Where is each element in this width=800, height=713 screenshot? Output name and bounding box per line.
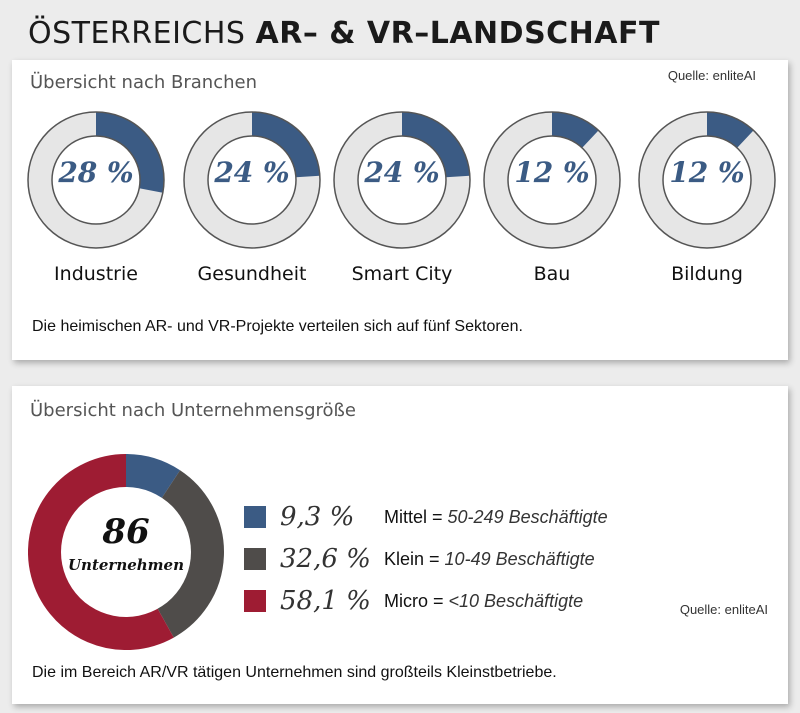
category-label-industrie: Industrie	[54, 263, 138, 285]
size-donut-hole	[61, 487, 191, 617]
donut-smart-city-svg	[333, 111, 471, 249]
donut-value-bildung: 12 %	[669, 156, 745, 189]
donut-smart-city: 24 %	[332, 110, 472, 250]
donut-outer-ring	[333, 111, 471, 249]
legend-value-micro: 58,1 %	[280, 586, 371, 616]
legend-label-klein: Klein = 10-49 Beschäftigte	[384, 549, 595, 569]
size-donut-segment-klein	[156, 470, 224, 638]
donut-arc-gesundheit	[251, 112, 320, 178]
category-label-bildung: Bildung	[671, 263, 743, 285]
donut-bildung: 12 %	[637, 110, 777, 250]
donut-outer-ring	[183, 111, 321, 249]
groesse-source: Quelle: enliteAI	[679, 602, 768, 617]
branchen-subtitle: Übersicht nach Branchen	[30, 72, 257, 93]
donut-gesundheit: 24 %	[182, 110, 322, 250]
donut-outer-ring	[27, 111, 165, 249]
category-label-bau: Bau	[533, 263, 571, 285]
branchen-panel: Übersicht nach Branchen Quelle: enliteAI…	[12, 60, 788, 360]
groesse-subtitle: Übersicht nach Unternehmensgröße	[30, 400, 356, 421]
legend-range-micro: <10 Beschäftigte	[448, 591, 584, 611]
branchen-note: Die heimischen AR- und VR-Projekte verte…	[32, 318, 523, 335]
donut-value-bau: 12 %	[514, 156, 590, 189]
donut-value-industrie: 28 %	[58, 156, 134, 189]
donut-industrie-svg	[27, 111, 165, 249]
donut-arc-smart-city	[401, 112, 470, 178]
donut-arc-bildung	[706, 112, 754, 149]
legend-value-mittel: 9,3 %	[280, 502, 355, 532]
category-label-smart-city: Smart City	[351, 263, 453, 285]
donut-outer-ring	[638, 111, 776, 249]
donut-industrie: 28 %	[26, 110, 166, 250]
center-count: 86	[102, 512, 150, 552]
size-donut-segment-mittel	[125, 454, 181, 499]
donut-bau-svg	[483, 111, 621, 249]
size-donut: 86 Unternehmen	[28, 454, 224, 650]
legend-label-mittel: Mittel = 50-249 Beschäftigte	[384, 507, 608, 527]
donut-value-smart-city: 24 %	[364, 156, 440, 189]
title-bold: AR– & VR–LANDSCHAFT	[255, 16, 660, 51]
branchen-source: Quelle: enliteAI	[667, 68, 756, 83]
title-light: ÖSTERREICHS	[28, 16, 246, 51]
donut-outer-ring	[483, 111, 621, 249]
donut-inner-ring	[207, 135, 297, 225]
donut-inner-ring	[357, 135, 447, 225]
size-donut-segment-micro	[28, 454, 174, 650]
page-title: ÖSTERREICHS AR– & VR–LANDSCHAFT	[28, 16, 660, 51]
donut-inner-ring	[51, 135, 141, 225]
legend-swatch-klein	[244, 548, 266, 570]
legend-name-micro: Micro	[384, 591, 428, 611]
legend-range-mittel: 50-249 Beschäftigte	[447, 507, 608, 527]
legend-value-klein: 32,6 %	[280, 544, 371, 574]
donut-arc-bau	[551, 112, 599, 149]
donut-inner-ring	[662, 135, 752, 225]
legend-label-micro: Micro = <10 Beschäftigte	[384, 591, 584, 611]
legend-swatch-micro	[244, 590, 266, 612]
donut-bildung-svg	[638, 111, 776, 249]
legend-range-klein: 10-49 Beschäftigte	[444, 549, 595, 569]
donut-bau: 12 %	[482, 110, 622, 250]
category-label-gesundheit: Gesundheit	[197, 263, 307, 285]
legend-swatch-mittel	[244, 506, 266, 528]
donut-arc-industrie	[95, 112, 164, 193]
size-donut-svg	[28, 454, 224, 650]
donut-inner-ring	[507, 135, 597, 225]
donut-value-gesundheit: 24 %	[214, 156, 290, 189]
legend-name-mittel: Mittel	[384, 507, 428, 527]
groesse-panel: Übersicht nach Unternehmensgröße 86 Unte…	[12, 386, 788, 704]
legend-name-klein: Klein	[384, 549, 425, 569]
center-label: Unternehmen	[67, 556, 185, 574]
donut-gesundheit-svg	[183, 111, 321, 249]
groesse-note: Die im Bereich AR/VR tätigen Unternehmen…	[32, 664, 557, 681]
